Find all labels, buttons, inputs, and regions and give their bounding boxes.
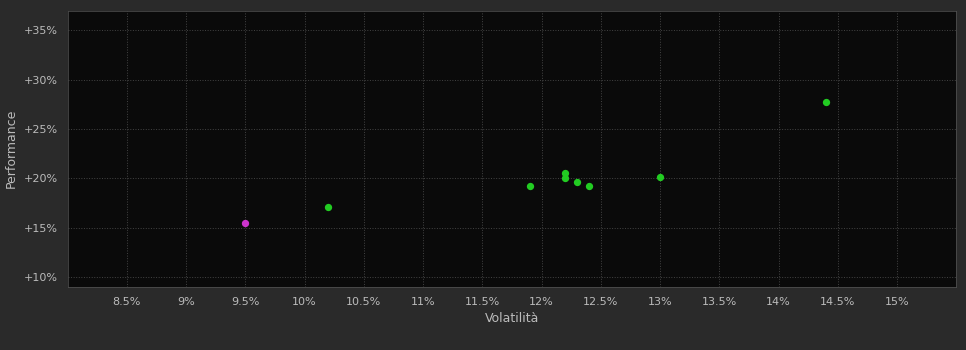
Point [238, 220, 253, 226]
Point [557, 176, 573, 181]
Point [569, 180, 584, 185]
Point [652, 175, 668, 180]
Point [818, 99, 834, 105]
Y-axis label: Performance: Performance [5, 109, 18, 188]
Point [522, 183, 537, 189]
Point [557, 171, 573, 176]
Point [582, 183, 597, 189]
X-axis label: Volatilità: Volatilità [485, 312, 539, 325]
Point [321, 204, 336, 210]
